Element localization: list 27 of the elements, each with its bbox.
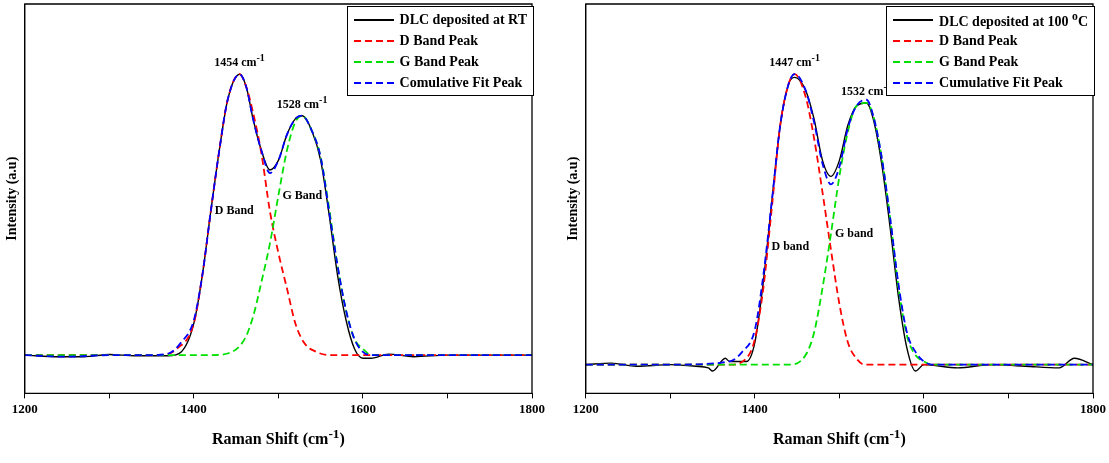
x-axis-title: Raman Shift (cm$^{-1}$) bbox=[771, 426, 907, 449]
annotation: D band bbox=[771, 238, 810, 254]
x-tick-label: 1400 bbox=[180, 400, 207, 416]
legend-label: D Band Peak bbox=[399, 32, 479, 49]
legend-label: DLC deposited at RT bbox=[399, 11, 527, 28]
y-axis-title: Intensity (a.u) bbox=[4, 156, 21, 241]
x-axis-title: Raman Shift (cm$^{-1}$) bbox=[210, 426, 346, 449]
x-tick-label: 1400 bbox=[741, 400, 768, 416]
annotation: 1528 cm$^{-1}$ bbox=[276, 93, 328, 112]
x-tick-label: 1800 bbox=[1080, 400, 1106, 416]
annotation: G band bbox=[834, 225, 874, 241]
y-axis-title: Intensity (a.u) bbox=[565, 156, 582, 241]
legend-label: Cumulative Fit Peak bbox=[939, 74, 1063, 91]
legend-label: D Band Peak bbox=[939, 32, 1018, 49]
annotation: D Band bbox=[214, 203, 254, 219]
x-tick-label: 1600 bbox=[910, 400, 937, 416]
legend-label: Comulative Fit Peak bbox=[399, 74, 523, 91]
x-tick-label: 1200 bbox=[572, 400, 599, 416]
legend-label: G Band Peak bbox=[399, 53, 479, 70]
annotation: 1454 cm$^{-1}$ bbox=[214, 52, 265, 71]
x-tick-label: 1800 bbox=[519, 400, 545, 416]
x-tick-label: 1600 bbox=[349, 400, 376, 416]
x-tick-label: 1200 bbox=[11, 400, 38, 416]
legend-label: DLC deposited at 100 $^{o}$C bbox=[939, 9, 1088, 30]
annotation: 1447 cm$^{-1}$ bbox=[769, 52, 820, 71]
legend-label: G Band Peak bbox=[939, 53, 1019, 70]
annotation: G Band bbox=[282, 187, 323, 203]
